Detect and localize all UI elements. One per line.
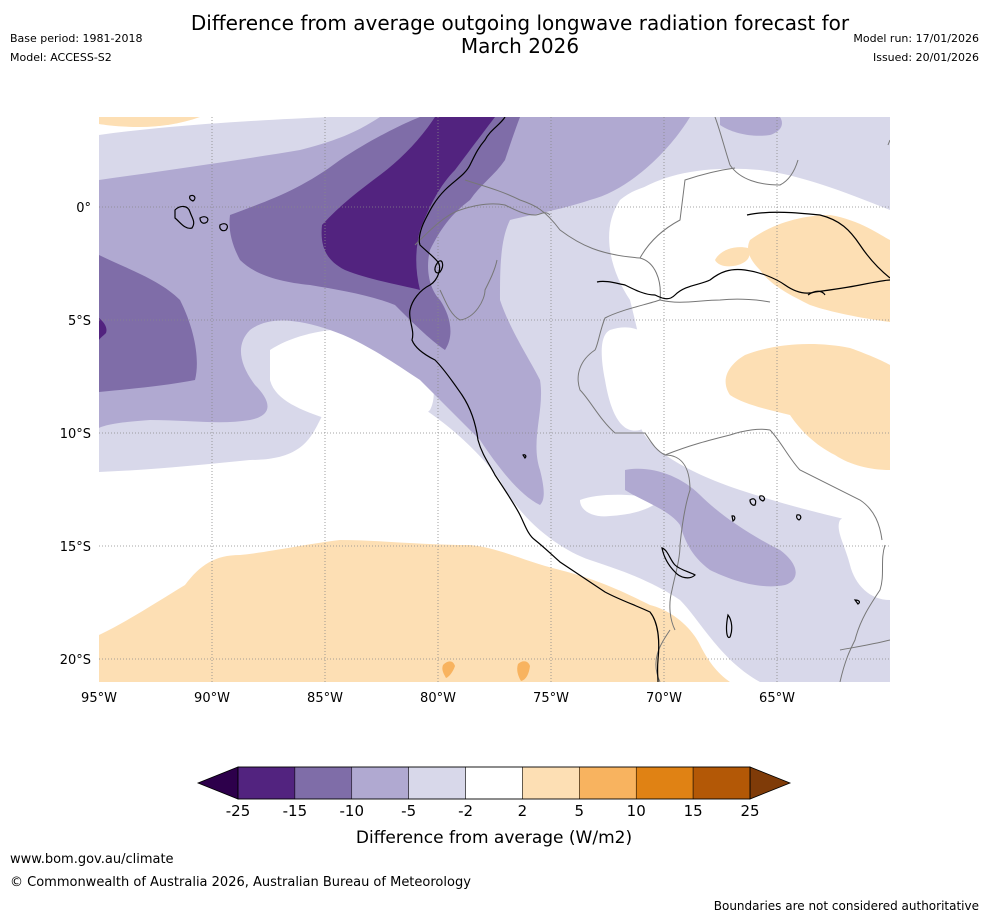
contour-orange-medium-1 (442, 661, 455, 678)
contour-orange-light-nw (99, 117, 200, 127)
colorbar-segments (237, 766, 751, 800)
chart-title: Difference from average outgoing longwav… (150, 12, 890, 58)
contour-orange-light-east (725, 344, 890, 470)
contour-purple-medium-ne (720, 117, 782, 136)
contour-white-southeast (838, 507, 890, 600)
country-borders (414, 117, 890, 682)
colorbar-segment (294, 766, 353, 800)
colorbar-segment (408, 766, 466, 800)
x-tick-85w: 85°W (307, 691, 343, 706)
title-line-1: Difference from average outgoing longwav… (190, 11, 850, 35)
y-tick-20s: 20°S (60, 653, 91, 668)
contour-white-east-2 (601, 327, 667, 431)
colorbar-tick-labels: -25 -15 -10 -5 -2 2 5 10 15 25 (226, 802, 760, 820)
copyright-notice: © Commonwealth of Australia 2026, Austra… (10, 875, 471, 890)
colorbar-tick-label: -10 (340, 802, 365, 820)
colorbar-tick-label: -15 (283, 802, 308, 820)
colorbar-tick-label: -2 (458, 802, 473, 820)
colorbar-over-arrow (749, 766, 792, 800)
x-tick-70w: 70°W (646, 691, 682, 706)
website-url[interactable]: www.bom.gov.au/climate (10, 852, 174, 867)
colorbar-segment (465, 766, 523, 800)
y-tick-15s: 15°S (60, 540, 91, 555)
x-tick-80w: 80°W (420, 691, 456, 706)
y-tick-0: 0° (76, 201, 91, 216)
colorbar-segment (351, 766, 409, 800)
contour-white-spot (580, 494, 660, 517)
colorbar-segment (692, 766, 751, 800)
colorbar-segment (579, 766, 637, 800)
colorbar: -25 -15 -10 -5 -2 2 5 10 15 25 Difference from av… (196, 766, 792, 848)
x-tick-65w: 65°W (759, 691, 795, 706)
contour-orange-light-ne-2 (715, 247, 750, 267)
colorbar-segment (635, 766, 694, 800)
colorbar-tick-label: 5 (575, 802, 585, 820)
coastlines (174, 117, 890, 682)
model-label: Model: ACCESS-S2 (10, 51, 112, 64)
colorbar-tick-label: -5 (401, 802, 416, 820)
gridlines (99, 117, 890, 682)
colorbar-segment (522, 766, 580, 800)
model-run-label: Model run: 17/01/2026 (853, 32, 979, 45)
contour-purple-deepest-edge (99, 318, 107, 340)
contour-orange-medium-2 (517, 661, 530, 681)
colorbar-frame (237, 766, 751, 800)
colorbar-tick-label: 10 (627, 802, 646, 820)
colorbar-segment (237, 766, 296, 800)
title-line-2: March 2026 (460, 34, 580, 58)
colorbar-tick-label: 2 (518, 802, 528, 820)
y-tick-10s: 10°S (60, 427, 91, 442)
x-tick-75w: 75°W (533, 691, 569, 706)
contour-purple-deepest (321, 117, 495, 290)
anomaly-contours (99, 117, 890, 682)
contour-purple-dark (99, 255, 197, 392)
colorbar-tick-label: 25 (740, 802, 759, 820)
base-period-label: Base period: 1981-2018 (10, 32, 143, 45)
x-tick-90w: 90°W (194, 691, 230, 706)
x-tick-95w: 95°W (81, 691, 117, 706)
contour-orange-light-south (99, 540, 730, 682)
colorbar-tick-label: 15 (684, 802, 703, 820)
contour-purple-medium-se (625, 468, 796, 587)
colorbar-tick-label: -25 (226, 802, 251, 820)
colorbar-under-arrow (196, 766, 239, 800)
colorbar-label: Difference from average (W/m2) (356, 828, 632, 848)
issued-label: Issued: 20/01/2026 (872, 51, 979, 64)
y-tick-5s: 5°S (68, 314, 91, 329)
axis-labels: 95°W 90°W 85°W 80°W 75°W 70°W 65°W 0° 5°… (60, 201, 795, 706)
boundaries-disclaimer: Boundaries are not considered authoritat… (713, 899, 979, 913)
contour-orange-light-ne (748, 215, 890, 322)
